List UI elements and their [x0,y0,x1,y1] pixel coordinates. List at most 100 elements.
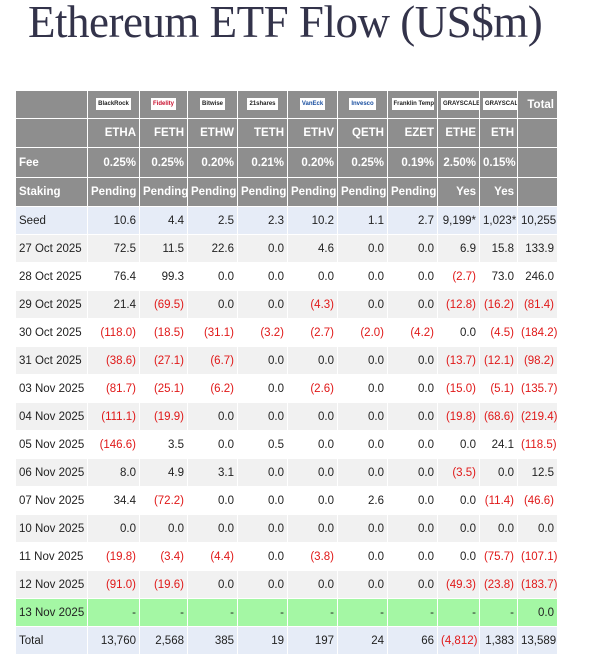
issuer-logo: VanEck [299,98,326,111]
issuer-cell: Franklin Templeton [387,90,438,119]
flow-cell: (12.8) [437,290,480,319]
header-cell: Yes [437,177,480,207]
flow-cell: (118.0) [87,318,140,347]
flow-cell: (12.1) [479,346,518,375]
flow-cell: 24 [337,626,388,655]
flow-cell: 0.0 [479,514,518,543]
flow-cell: 0.0 [287,430,338,459]
data-row: 13 Nov 2025- - - - - - - - -0.0 [15,598,558,627]
flow-cell: (107.1) [517,542,558,571]
flow-cell: 1,023* [479,206,518,235]
flow-cell: 0.0 [387,346,438,375]
issuer-logo: Fidelity [150,98,176,111]
flow-cell: 0.0 [437,542,480,571]
header-cell: Pending [287,177,338,207]
issuer-cell: GRAYSCALE [479,90,518,119]
issuer-cell: GRAYSCALE [437,90,480,119]
header-cell: 0.21% [237,147,288,178]
flow-cell: (15.0) [437,374,480,403]
issuer-cell: Fidelity [139,90,188,119]
flow-cell: (6.2) [187,374,238,403]
flow-cell: (3.8) [287,542,338,571]
issuer-logo: GRAYSCALE [441,98,479,111]
flow-cell: 0.0 [287,514,338,543]
flow-cell: (81.7) [87,374,140,403]
flow-cell: 10.6 [87,206,140,235]
flow-cell: 0.0 [387,290,438,319]
flow-cell: (3.2) [237,318,288,347]
flow-cell: 0.0 [337,234,388,263]
table-body: BlackRock Fidelity Bitwise 21shares VanEck In… [15,90,558,655]
issuer-cell: BlackRock [87,90,140,119]
flow-cell: (49.3) [437,570,480,599]
blank-cell [15,118,88,148]
flow-cell: 24.1 [479,430,518,459]
flow-cell: 4.6 [287,234,338,263]
flow-cell: (38.6) [87,346,140,375]
flow-cell: - [139,598,188,627]
header-cell: 0.20% [187,147,238,178]
ticker: ETHA [87,118,140,148]
row-label: 06 Nov 2025 [15,458,88,487]
flow-cell: (2.0) [337,318,388,347]
flow-cell: (23.8) [479,570,518,599]
flow-cell: 0.0 [479,458,518,487]
flow-cell: - [187,598,238,627]
flow-cell: 15.8 [479,234,518,263]
flow-cell: - [337,598,388,627]
flow-cell: 0.0 [237,234,288,263]
flow-cell: 2,568 [139,626,188,655]
flow-cell: 0.0 [237,486,288,515]
title: Ethereum ETF Flow (US$m) [28,0,543,47]
flow-cell: 0.0 [337,290,388,319]
flow-cell: 0.0 [237,458,288,487]
flow-cell: (4,812) [437,626,480,655]
flow-cell: (135.7) [517,374,558,403]
row-label: 04 Nov 2025 [15,402,88,431]
flow-cell: 6.9 [437,234,480,263]
flow-cell: 21.4 [87,290,140,319]
data-row: Total 13,760 2,568 385 19 197 24 66 (4,812) 1,383… [15,626,558,655]
flow-cell: 99.3 [139,262,188,291]
flow-cell: 10,255 [517,206,558,235]
flow-cell: (18.5) [139,318,188,347]
flow-cell: (81.4) [517,290,558,319]
flow-cell: 0.0 [387,486,438,515]
flow-cell: 0.0 [437,318,480,347]
flow-cell: (2.7) [287,318,338,347]
issuer-logo: Invesco [349,98,376,111]
header-cell: Pending [187,177,238,207]
data-row: 10 Nov 2025 0.0 0.0 0.0 0.0 0.0 0.0 0.0 0.0 0.0 0.… [15,514,558,543]
data-row: 05 Nov 2025 (146.6) 3.5 0.0 0.5 0.0 0.0 0.0 0.0 2… [15,430,558,459]
flow-cell: 2.7 [387,206,438,235]
row-label: Staking [15,177,88,207]
data-row: 31 Oct 2025 (38.6) (27.1) (6.7) 0.0 0.0 0.0 0.0… [15,346,558,375]
flow-cell: (2.7) [437,262,480,291]
header-cell: 0.19% [387,147,438,178]
header-cell: Pending [139,177,188,207]
ticker: ETHE [437,118,480,148]
flow-cell: (19.6) [139,570,188,599]
flow-cell: 0.0 [187,514,238,543]
flow-cell: (25.1) [139,374,188,403]
flow-cell: 73.0 [479,262,518,291]
flow-cell: 76.4 [87,262,140,291]
flow-cell: - [87,598,140,627]
flow-cell: 0.0 [387,514,438,543]
row-label: 30 Oct 2025 [15,318,88,347]
flow-cell: 66 [387,626,438,655]
flow-cell: 0.0 [187,262,238,291]
flow-cell: (3.4) [139,542,188,571]
flow-cell: - [237,598,288,627]
flow-cell: (4.4) [187,542,238,571]
flow-cell: 10.2 [287,206,338,235]
ticker-row: ETHA FETH ETHW TETH ETHV QETH EZET ETHE ETH [15,118,558,148]
header-row: Fee 0.25% 0.25% 0.20% 0.21% 0.20% 0.25% 0.19% 2.… [15,147,558,178]
flow-cell: 0.0 [237,542,288,571]
flow-cell: 197 [287,626,338,655]
flow-cell: 9,199* [437,206,480,235]
flow-cell: 3.1 [187,458,238,487]
header-cell: Pending [87,177,140,207]
row-label: 12 Nov 2025 [15,570,88,599]
flow-cell: (19.8) [437,402,480,431]
